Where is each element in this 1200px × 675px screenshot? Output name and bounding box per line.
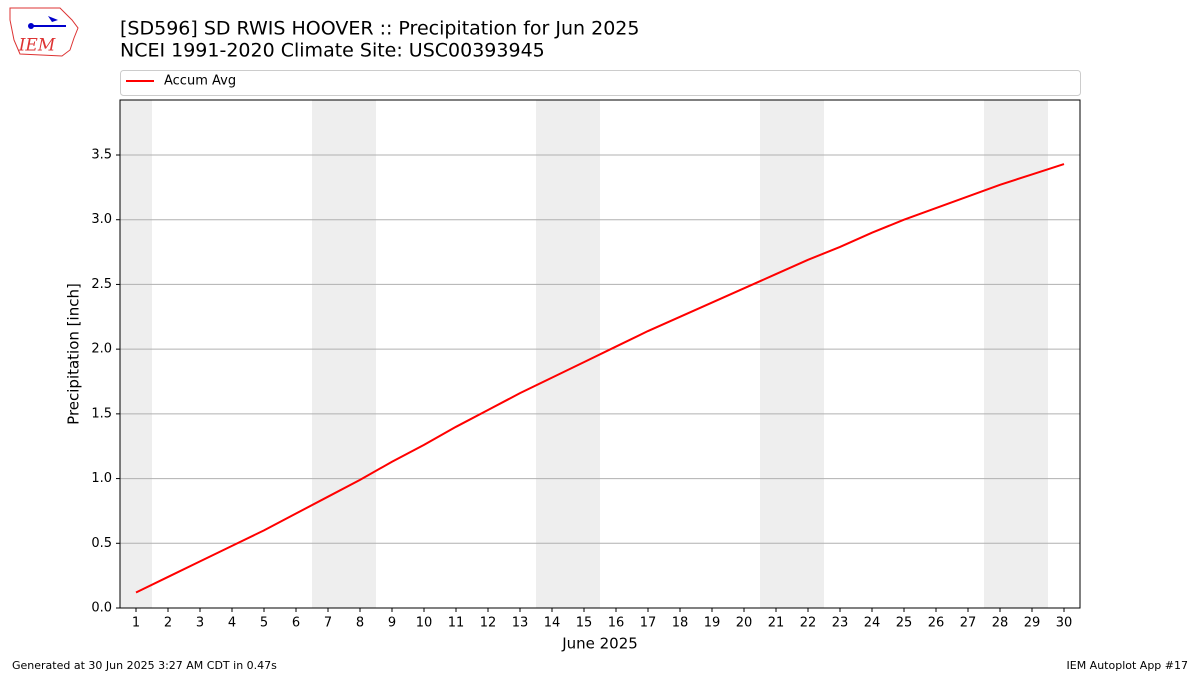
y-tick-label: 1.5 [91,406,112,421]
series-line [135,163,1065,594]
y-tick-label: 0.0 [91,601,112,616]
y-axis-label: Precipitation [inch] [65,283,83,425]
x-tick-label: 3 [196,616,204,631]
x-tick-label: 4 [228,616,236,631]
chart-subtitle: NCEI 1991-2020 Climate Site: USC00393945 [120,40,545,62]
weekend-shade [312,100,376,608]
y-tick-label: 3.0 [91,212,112,227]
weekend-shade [760,100,824,608]
x-tick-label: 19 [704,616,721,631]
x-tick-label: 28 [992,616,1009,631]
footer-right: IEM Autoplot App #17 [1067,659,1189,672]
logo-dot [28,23,34,29]
x-axis-label: June 2025 [561,635,638,653]
x-tick-label: 10 [416,616,433,631]
x-tick-label: 9 [388,616,396,631]
legend-label: Accum Avg [164,74,236,89]
weekend-shade [984,100,1048,608]
x-tick-label: 20 [736,616,753,631]
x-tick-label: 29 [1024,616,1041,631]
x-tick-label: 15 [576,616,593,631]
footer-left: Generated at 30 Jun 2025 3:27 AM CDT in … [12,659,277,672]
x-tick-label: 22 [800,616,817,631]
x-tick-label: 5 [260,616,268,631]
legend-box [120,70,1081,96]
chart-title: [SD596] SD RWIS HOOVER :: Precipitation … [120,18,639,40]
x-tick-label: 14 [544,616,561,631]
x-tick-label: 16 [608,616,625,631]
x-tick-label: 21 [768,616,785,631]
weekend-shade [536,100,600,608]
logo-outline [9,7,79,57]
logo-flag [48,16,58,22]
x-tick-label: 18 [672,616,689,631]
x-tick-label: 23 [832,616,849,631]
x-tick-label: 11 [448,616,465,631]
x-tick-label: 7 [324,616,332,631]
x-tick-label: 13 [512,616,529,631]
x-tick-label: 30 [1056,616,1073,631]
y-tick-label: 0.5 [91,536,112,551]
logo: IEM [9,7,79,57]
y-tick-label: 2.0 [91,342,112,357]
x-tick-label: 6 [292,616,300,631]
y-tick-label: 3.5 [91,148,112,163]
x-tick-label: 12 [480,616,497,631]
x-tick-label: 17 [640,616,657,631]
y-tick-label: 1.0 [91,471,112,486]
x-tick-label: 24 [864,616,881,631]
x-tick-label: 26 [928,616,945,631]
plot-frame [119,99,1081,609]
x-tick-label: 2 [164,616,172,631]
x-tick-label: 25 [896,616,913,631]
y-tick-label: 2.5 [91,277,112,292]
logo-text: IEM [18,36,56,56]
weekend-shade [120,100,152,608]
x-tick-label: 1 [132,616,140,631]
x-tick-label: 8 [356,616,364,631]
x-tick-label: 27 [960,616,977,631]
